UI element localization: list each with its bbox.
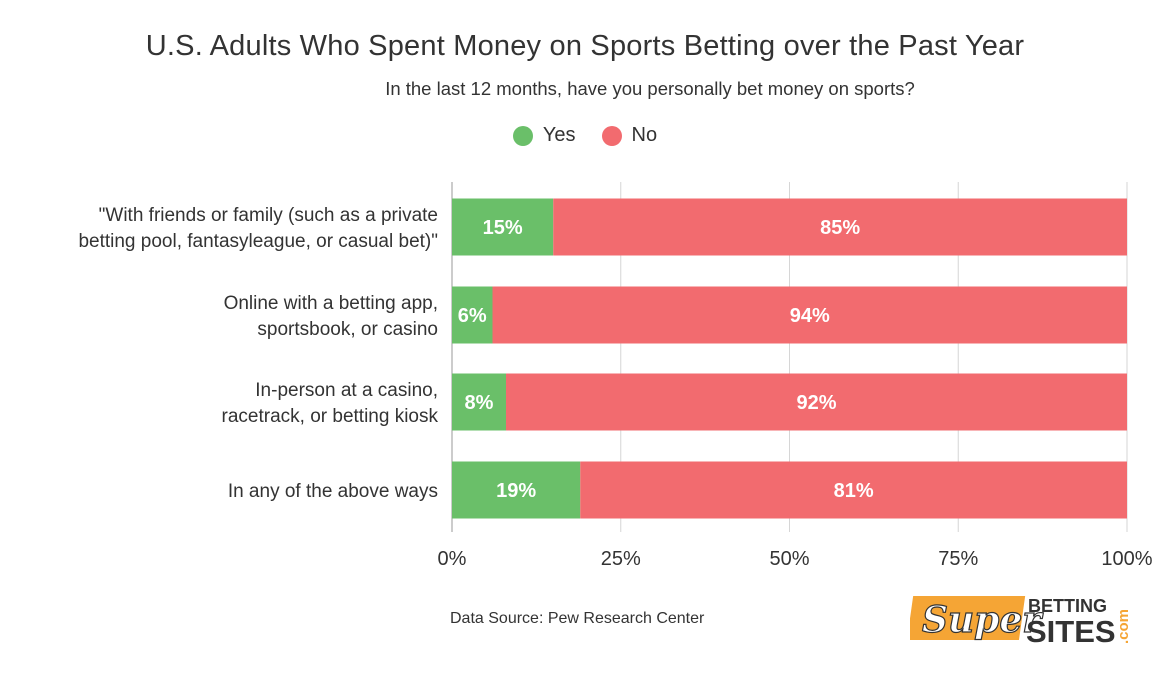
bar-value-label: 94%	[790, 305, 830, 327]
logo-word-sites: SITES	[1026, 614, 1116, 649]
category-label: sportsbook, or casino	[257, 319, 438, 340]
bar-value-label: 81%	[834, 480, 874, 502]
category-label: betting pool, fantasyleague, or casual b…	[78, 231, 438, 252]
logo-word-com: .com	[1115, 609, 1132, 644]
category-label: racetrack, or betting kiosk	[222, 406, 439, 427]
legend: Yes No	[0, 124, 1170, 147]
chart-subtitle: In the last 12 months, have you personal…	[385, 78, 915, 99]
category-label: In any of the above ways	[228, 481, 438, 502]
legend-item-yes[interactable]: Yes	[512, 124, 576, 147]
category-label: In-person at a casino,	[255, 380, 438, 401]
x-axis-ticks: 0% 25% 50% 75% 100%	[438, 548, 1153, 570]
legend-item-no[interactable]: No	[601, 124, 658, 147]
x-tick-label: 25%	[601, 548, 641, 570]
logo-word-super: Super	[922, 599, 1044, 641]
legend-label-yes: Yes	[542, 124, 576, 146]
bar-no-1[interactable]	[492, 286, 1128, 344]
supersites-logo[interactable]: Super BETTING SITES .com	[910, 590, 1135, 650]
logo-word-betting: BETTING	[1028, 596, 1107, 616]
bar-yes-3[interactable]	[452, 461, 581, 519]
category-label: "With friends or family (such as a priva…	[99, 205, 438, 226]
data-source: Data Source: Pew Research Center	[450, 610, 705, 627]
bar-yes-0[interactable]	[452, 198, 554, 256]
legend-swatch-no	[601, 125, 622, 146]
category-label: Online with a betting app,	[224, 293, 438, 314]
chart-title: U.S. Adults Who Spent Money on Sports Be…	[145, 30, 1025, 62]
bars: 15% 85% 6% 94% 8% 92% 19% 81%	[452, 198, 1128, 519]
bar-no-2[interactable]	[506, 373, 1127, 431]
bar-value-label: 85%	[820, 217, 860, 239]
legend-label-no: No	[631, 124, 658, 146]
x-tick-label: 100%	[1101, 548, 1152, 570]
x-tick-label: 75%	[938, 548, 978, 570]
bar-no-0[interactable]	[553, 198, 1127, 256]
bar-value-label: 6%	[458, 305, 487, 327]
bar-chart-plot: 15% 85% 6% 94% 8% 92% 19% 81% "With friends or …	[78, 182, 1153, 570]
category-labels: "With friends or family (such as a priva…	[78, 205, 438, 502]
bar-yes-2[interactable]	[452, 373, 506, 431]
x-tick-label: 0%	[438, 548, 467, 570]
bar-no-3[interactable]	[580, 461, 1127, 519]
bar-value-label: 92%	[796, 392, 836, 414]
bar-yes-1[interactable]	[452, 286, 493, 344]
bar-value-label: 15%	[483, 217, 523, 239]
bar-value-label: 19%	[496, 480, 536, 502]
bar-value-label: 8%	[465, 392, 494, 414]
x-tick-label: 50%	[769, 548, 809, 570]
legend-swatch-yes	[512, 125, 533, 146]
